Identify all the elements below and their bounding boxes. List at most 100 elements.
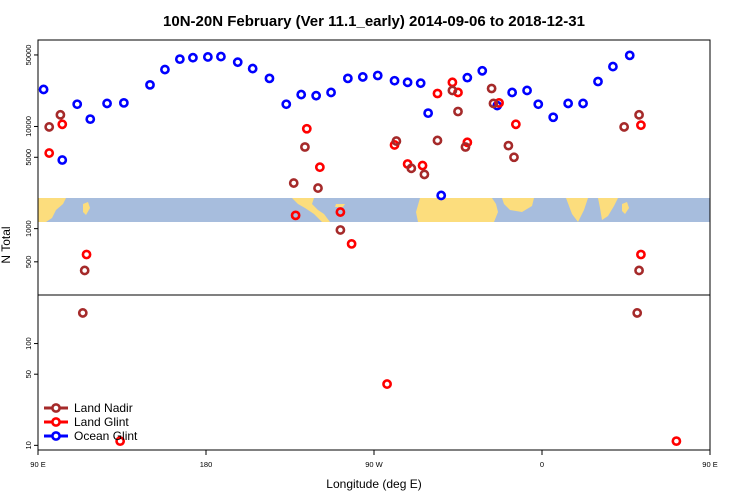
land-glint-point [447, 77, 458, 88]
land-glint-point [44, 148, 55, 158]
land-caribbean [335, 204, 345, 207]
ocean-glint-point [85, 114, 96, 125]
land-nadir-point [488, 98, 499, 109]
land-philippines-right [622, 202, 629, 214]
legend-label-land-glint: Land Glint [74, 415, 129, 429]
ocean-glint-point [578, 98, 588, 109]
land-glint-point [346, 238, 357, 249]
land-glint-point [382, 379, 392, 389]
ocean-glint-point [326, 87, 336, 98]
x-tick-label: 90 E [30, 460, 45, 469]
land-central-america [292, 198, 330, 222]
land-glint-point [314, 162, 325, 173]
land-glint-point [494, 97, 504, 108]
ocean-glint-point [507, 87, 518, 98]
land-glint-point [301, 123, 312, 134]
x-tick-label: 90 E [702, 460, 717, 469]
ocean-glint-point [57, 155, 68, 165]
land-nadir-point [406, 163, 417, 174]
axes: 5000 10000 50000 500 1000 10 50 100 90 E 180 90 W 0… [24, 45, 718, 469]
x-tick-label: 180 [200, 460, 213, 469]
y-axis-label: N Total [0, 226, 13, 263]
ocean-glint-point [216, 51, 226, 62]
data-points [38, 50, 682, 447]
land-nadir-point [300, 142, 310, 152]
ocean-glint-point [624, 50, 635, 61]
y-tick-label: 10 [24, 441, 33, 449]
y-tick-label: 5000 [24, 149, 33, 166]
land-glint-point [510, 119, 521, 130]
world-map-strip [38, 198, 710, 222]
land-glint-point [335, 207, 346, 217]
y-tick-label: 500 [24, 256, 33, 269]
ocean-glint-point [118, 97, 129, 108]
ocean-glint-point [436, 190, 447, 201]
land-glint-point [432, 88, 443, 99]
ocean-glint-point [174, 54, 185, 65]
land-nadir-point [79, 265, 90, 276]
ocean-glint-point [296, 89, 307, 100]
ocean-glint-point [232, 57, 243, 68]
ocean-glint-point [247, 63, 258, 74]
land-glint-point [417, 160, 428, 171]
ocean-glint-point [608, 61, 618, 72]
legend-marker-land-nadir [51, 403, 61, 413]
land-nadir-point [432, 135, 443, 146]
land-arabia [502, 198, 534, 212]
land-nadir-point [503, 140, 514, 151]
ocean-glint-point [563, 98, 574, 109]
plot-frame [37, 39, 711, 451]
land-glint-point [636, 120, 646, 131]
land-nadir-point [55, 109, 66, 120]
land-nadir-point [486, 83, 497, 94]
x-axis-label: Longitude (deg E) [326, 477, 421, 491]
legend-marker-land-glint [51, 417, 61, 427]
land-nadir-point [453, 106, 463, 117]
ocean-glint-point [202, 52, 213, 62]
ocean-glint-point [548, 112, 559, 123]
land-nadir-point [447, 85, 458, 96]
ocean-glint-point [357, 72, 368, 82]
land-nadir-point [634, 109, 644, 120]
legend-marker-ocean-glint [51, 431, 61, 441]
ocean-glint-point [423, 108, 434, 119]
legend-label-ocean-glint: Ocean Glint [74, 429, 138, 443]
land-nadir-point [335, 225, 346, 235]
land-glint-point [290, 210, 301, 221]
land-nadir-point [391, 136, 402, 146]
ocean-glint-point [402, 77, 413, 88]
ocean-glint-point [533, 99, 544, 110]
land-nadir-point [313, 183, 323, 193]
y-tick-label: 10000 [24, 116, 33, 137]
land-nadir-point [634, 265, 644, 276]
land-glint-point [115, 436, 126, 447]
y-tick-label: 100 [24, 337, 33, 350]
y-tick-label: 50 [24, 370, 33, 378]
land-nadir-point [632, 308, 643, 318]
land-philippines [83, 202, 90, 215]
legend-label-land-nadir: Land Nadir [74, 401, 133, 415]
ocean-glint-point [102, 98, 112, 109]
land-nadir-point [509, 152, 519, 163]
land-glint-point [57, 119, 68, 130]
land-nadir-point [288, 178, 299, 188]
ocean-glint-point [593, 76, 603, 87]
x-tick-label: 0 [540, 460, 544, 469]
y-tick-label: 1000 [24, 220, 33, 237]
land-glint-point [81, 249, 92, 260]
ocean-glint-point [38, 84, 49, 95]
ocean-glint-point [462, 72, 473, 83]
land-glint-point [671, 436, 682, 447]
ocean-glint-point [522, 85, 532, 96]
ocean-glint-point [188, 52, 198, 63]
ocean-glint-point [72, 99, 83, 110]
land-indochina [598, 198, 618, 220]
x-tick-label: 90 W [365, 460, 383, 469]
chart-title: 10N-20N February (Ver 11.1_early) 2014-0… [163, 13, 585, 30]
ocean-glint-point [264, 73, 275, 84]
ocean-glint-point [389, 75, 400, 86]
land-africa [416, 198, 498, 222]
land-glint-point [462, 137, 473, 148]
